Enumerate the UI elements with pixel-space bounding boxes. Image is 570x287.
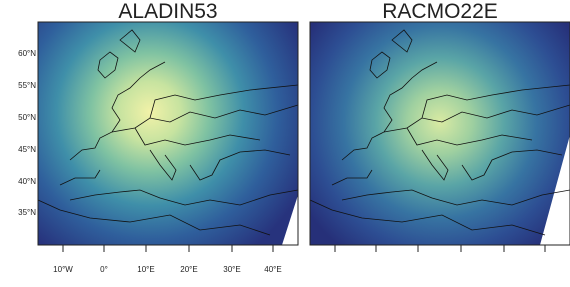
borders bbox=[383, 84, 570, 146]
field bbox=[38, 22, 298, 245]
field bbox=[310, 22, 570, 245]
lon-label: 10°W bbox=[53, 265, 73, 274]
frame bbox=[37, 21, 299, 246]
lat-label: 55°N bbox=[18, 81, 36, 90]
frame bbox=[309, 21, 570, 246]
lat-axis: 60°N 55°N 50°N 45°N 40°N 35°N bbox=[18, 49, 36, 217]
coastline bbox=[309, 29, 570, 236]
lon-ticks bbox=[62, 245, 546, 252]
lon-label: 30°E bbox=[223, 265, 240, 274]
lon-label: 0° bbox=[100, 265, 108, 274]
lon-label: 20°E bbox=[180, 265, 197, 274]
lat-label: 40°N bbox=[18, 177, 36, 186]
lat-label: 35°N bbox=[18, 208, 36, 217]
outside-domain bbox=[540, 135, 570, 245]
lon-label: 10°E bbox=[137, 265, 154, 274]
borders bbox=[111, 84, 299, 146]
panel-right: RACMO22E bbox=[309, 0, 570, 246]
coastline bbox=[37, 29, 299, 236]
panel-title: RACMO22E bbox=[382, 0, 498, 23]
lon-axis: 10°W 0° 10°E 20°E 30°E 40°E bbox=[53, 265, 282, 274]
outside-domain bbox=[282, 195, 298, 245]
panel-left: ALADIN53 bbox=[37, 0, 299, 246]
lat-label: 60°N bbox=[18, 49, 36, 58]
lat-label: 45°N bbox=[18, 145, 36, 154]
lon-label: 40°E bbox=[264, 265, 281, 274]
lat-label: 50°N bbox=[18, 113, 36, 122]
panel-title: ALADIN53 bbox=[118, 0, 217, 23]
